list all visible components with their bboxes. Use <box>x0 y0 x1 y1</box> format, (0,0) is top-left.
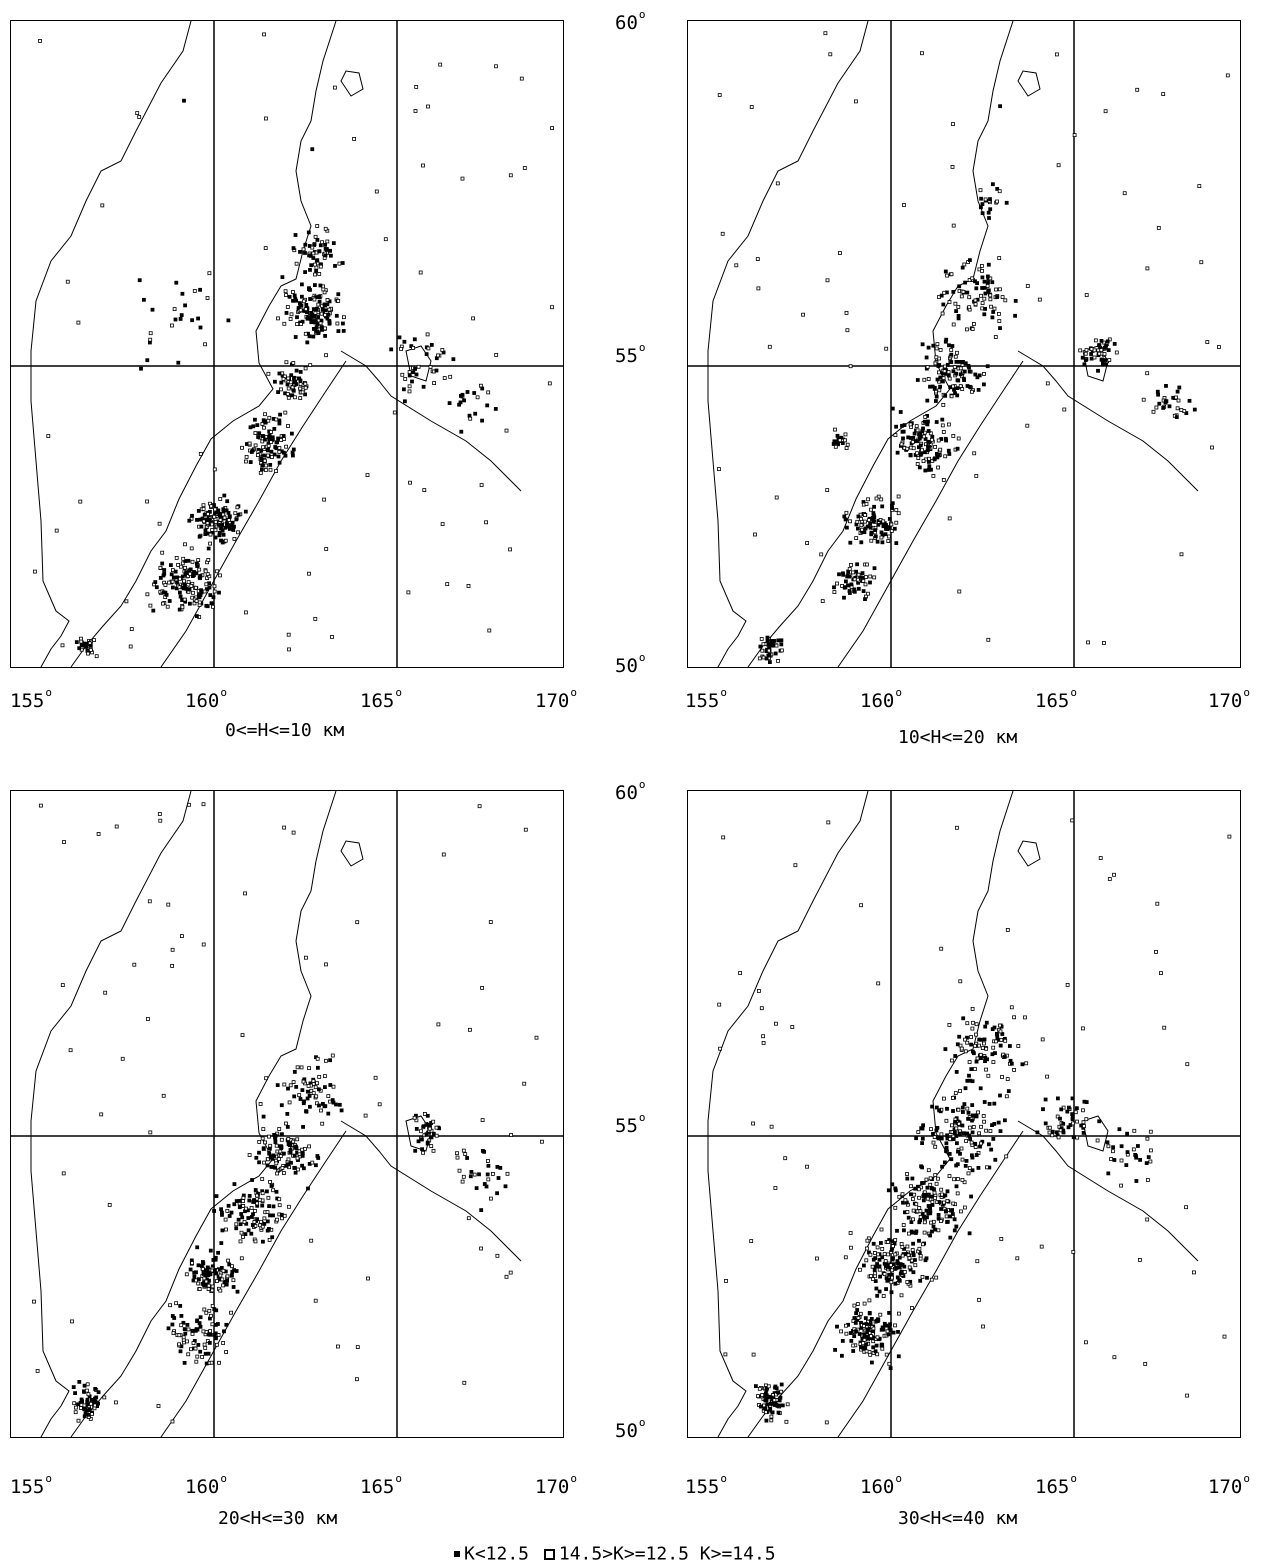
seismicity-scatter <box>717 818 1232 1425</box>
volcanic-front-line <box>837 360 1024 667</box>
east-coastline <box>747 791 1014 1437</box>
seismicity-scatter <box>716 31 1230 664</box>
island-outline <box>1082 345 1109 382</box>
small-event-marker-icon <box>454 1551 460 1557</box>
map-panel-depth-20-30 <box>10 790 564 1438</box>
lon-label-170: 170o <box>535 1472 577 1498</box>
west-coastline <box>707 791 869 1437</box>
lon-label-165: 165o <box>360 1472 402 1498</box>
lat-label-60-top: 60o <box>615 8 646 34</box>
lon-label-170: 170o <box>1208 686 1250 712</box>
map-panel-depth-30-40 <box>687 790 1241 1438</box>
bay-outline <box>1017 840 1041 867</box>
west-coastline <box>30 21 192 667</box>
depth-caption: 20<H<=30 км <box>218 1508 338 1529</box>
map-panel-depth-10-20 <box>687 20 1241 668</box>
lon-label-160: 160o <box>185 686 227 712</box>
seismicity-scatter <box>32 802 544 1424</box>
west-coastline <box>707 21 869 667</box>
seismicity-map <box>688 21 1240 667</box>
east-coastline <box>747 21 1014 667</box>
island-outline <box>1082 1115 1109 1152</box>
legend-item: K>=14.5 <box>699 1543 776 1565</box>
lon-label-155: 155o <box>685 686 727 712</box>
trench-line <box>1017 350 1199 492</box>
west-coastline <box>30 791 192 1437</box>
legend: K<12.5 14.5>K>=12.5 K>=14.5 <box>450 1543 776 1565</box>
legend-item: K<12.5 <box>464 1543 530 1565</box>
trench-line <box>1017 1120 1199 1262</box>
seismicity-map <box>688 791 1240 1437</box>
bay-outline <box>1017 70 1041 97</box>
depth-caption: 0<=H<=10 км <box>225 720 345 741</box>
lat-label-60-bottom: 60o <box>615 778 646 804</box>
seismicity-map <box>11 791 563 1437</box>
lon-label-165: 165o <box>360 686 402 712</box>
seismicity-scatter <box>32 32 554 659</box>
bay-outline <box>340 840 364 867</box>
lon-label-155: 155o <box>10 686 52 712</box>
lon-label-170: 170o <box>1208 1472 1250 1498</box>
lat-label-55-bottom: 55o <box>615 1111 646 1137</box>
trench-line <box>340 1120 522 1262</box>
seismicity-map <box>11 21 563 667</box>
depth-caption: 10<H<=20 км <box>898 727 1018 748</box>
lon-label-160: 160o <box>185 1472 227 1498</box>
lon-label-165: 165o <box>1035 1472 1077 1498</box>
lon-label-170: 170o <box>535 686 577 712</box>
lon-label-165: 165o <box>1035 686 1077 712</box>
legend-item: 14.5>K>=12.5 <box>558 1543 689 1565</box>
lon-label-160: 160o <box>860 686 902 712</box>
volcanic-front-line <box>160 360 347 667</box>
lon-label-160: 160o <box>860 1472 902 1498</box>
volcanic-front-line <box>837 1130 1024 1437</box>
lon-label-155: 155o <box>10 1472 52 1498</box>
lat-label-55-top: 55o <box>615 341 646 367</box>
volcanic-front-line <box>160 1130 347 1437</box>
medium-event-marker-icon <box>543 1548 555 1560</box>
depth-caption: 30<H<=40 км <box>898 1508 1018 1529</box>
map-panel-depth-0-10 <box>10 20 564 668</box>
east-coastline <box>70 791 337 1437</box>
lat-label-50-bottom: 50o <box>615 1416 646 1442</box>
bay-outline <box>340 70 364 97</box>
trench-line <box>340 350 522 492</box>
lat-label-50-top: 50o <box>615 651 646 677</box>
east-coastline <box>70 21 337 667</box>
lon-label-155: 155o <box>685 1472 727 1498</box>
